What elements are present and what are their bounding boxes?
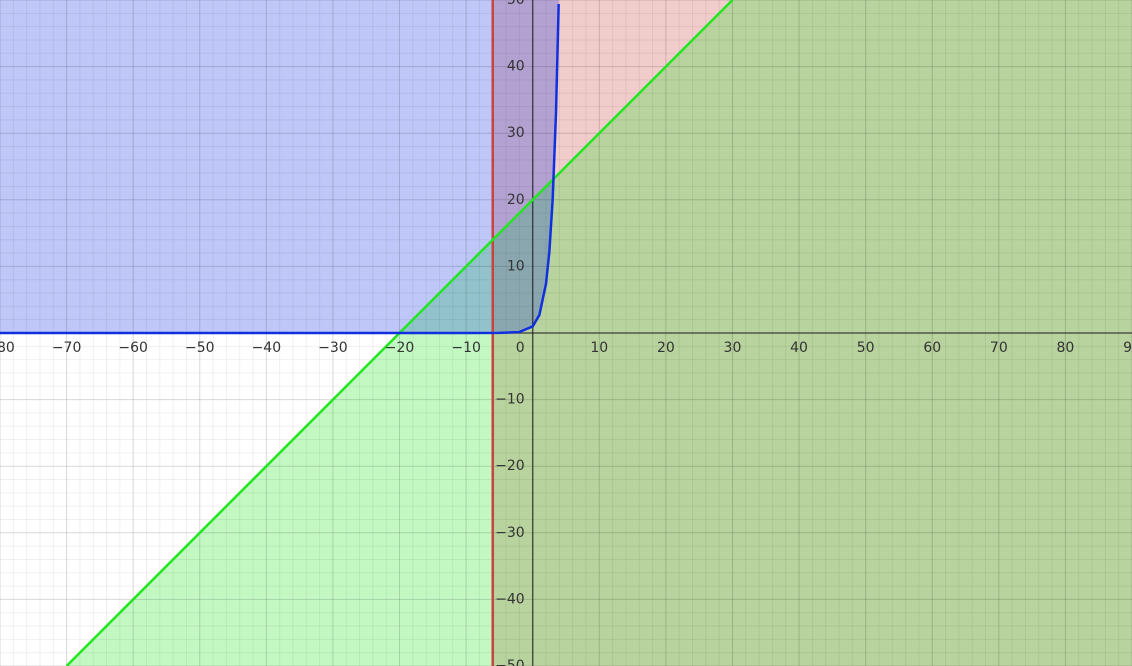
x-tick-label: 50 [857,340,875,356]
x-tick-label: −50 [185,340,215,356]
curve [0,3,560,335]
x-tick-label: −30 [318,340,348,356]
y-tick-label: −40 [495,591,525,607]
x-tick-label: −20 [385,340,415,356]
y-tick-label: 40 [507,59,525,75]
x-tick-label: 10 [590,340,608,356]
x-tick-label: 40 [790,340,808,356]
x-tick-label: −80 [0,340,15,356]
y-tick-label: −50 [495,658,525,666]
region-fill [0,0,559,333]
y-tick-label: −10 [495,392,525,408]
x-tick-label: 70 [990,340,1008,356]
x-tick-label: 20 [657,340,675,356]
x-tick-label: 60 [923,340,941,356]
x-tick-label: −40 [252,340,282,356]
x-tick-label: −70 [52,340,82,356]
y-tick-label: −20 [495,458,525,474]
x-tick-label: 0 [516,340,525,356]
x-tick-label: 90 [1123,340,1132,356]
y-tick-label: −30 [495,525,525,541]
y-tick-label: 50 [507,0,525,8]
y-tick-label: 10 [507,258,525,274]
y-tick-label: 30 [507,125,525,141]
x-tick-label: −60 [118,340,148,356]
x-tick-label: 30 [724,340,742,356]
x-tick-label: 80 [1056,340,1074,356]
x-tick-label: −10 [451,340,481,356]
y-tick-label: 20 [507,192,525,208]
